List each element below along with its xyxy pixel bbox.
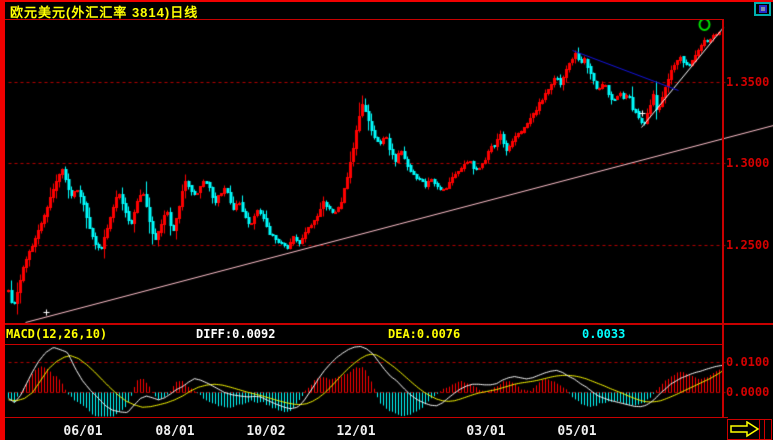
window-left-border [0,0,5,440]
macd-params-label: MACD(12,26,10) [6,327,108,341]
restore-window-icon-glyph [759,5,767,13]
date-label: 08/01 [155,424,195,439]
date-label: 12/01 [336,424,376,439]
date-label: 05/01 [557,424,597,439]
macd-axis-label: 0.0100 [726,355,770,369]
button-divider [759,420,760,439]
right-arrow-icon [730,421,760,438]
price-axis-label: 1.3000 [726,156,770,170]
button-divider [764,420,765,439]
candlestick-chart[interactable] [0,20,773,324]
macd-top-border [5,344,723,345]
macd-bottom-border [0,417,728,418]
price-axis-label: 1.2500 [726,238,770,252]
date-label: 10/02 [246,424,286,439]
diff-value-label: DIFF:0.0092 [196,327,276,341]
chart-bottom-border [0,323,773,325]
macd-chart[interactable] [0,344,773,418]
dea-value-label: DEA:0.0076 [388,327,461,341]
scroll-right-button[interactable] [727,419,772,440]
chart-right-border [722,19,724,418]
restore-window-icon[interactable] [754,2,771,16]
price-axis-label: 1.3500 [726,75,770,89]
macd-bar-value-label: 0.0033 [582,327,626,341]
macd-axis-label: 0.0000 [726,385,770,399]
date-label: 03/01 [466,424,506,439]
chart-title: 欧元美元(外汇汇率 3814)日线 [10,5,199,20]
chart-top-border [5,19,723,20]
window-top-border [0,0,773,2]
date-label: 06/01 [63,424,103,439]
